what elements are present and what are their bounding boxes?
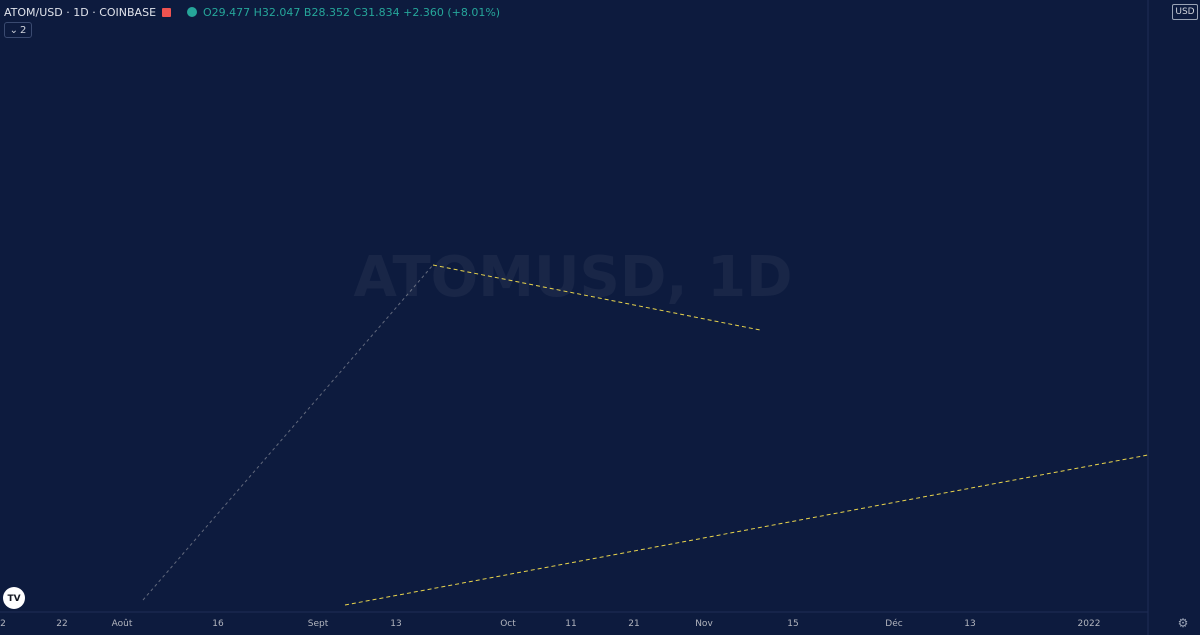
time-axis-tick: 2	[0, 619, 6, 629]
time-axis-tick: 13	[390, 619, 401, 629]
ohlc-values: O29.477 H32.047 B28.352 C31.834 +2.360 (…	[203, 5, 501, 19]
time-axis-tick: 2022	[1078, 619, 1101, 629]
chevron-down-icon: ⌄	[9, 24, 18, 36]
time-axis-tick: Août	[112, 619, 133, 629]
trendline-support	[344, 454, 1149, 606]
logo-bg	[3, 587, 25, 609]
time-axis-tick: 13	[964, 619, 975, 629]
symbol-title[interactable]: ATOM/USD · 1D · COINBASE	[4, 5, 157, 19]
watermark-text: ATOMUSD, 1D	[353, 245, 792, 310]
price-axis-bg[interactable]	[1148, 0, 1200, 635]
collapse-indicators-button[interactable]: ⌄ 2	[4, 22, 32, 38]
time-axis-tick: Oct	[500, 619, 516, 629]
currency-button[interactable]: USD	[1172, 4, 1198, 20]
time-axis-tick: 15	[787, 619, 798, 629]
gear-icon[interactable]: ⚙	[1177, 616, 1189, 630]
time-axis-tick: Sept	[308, 619, 329, 629]
trendline-rise	[142, 264, 434, 601]
time-axis-tick: 16	[212, 619, 224, 629]
indicator-count: 2	[20, 24, 27, 36]
tradingview-logo-icon[interactable]: TV	[3, 587, 25, 609]
price-axis: 13.00014.20015.60017.00019.00021.00025.0…	[1148, 0, 1200, 635]
time-axis-tick: 22	[56, 619, 67, 629]
logo-mark: TV	[7, 594, 20, 604]
time-axis-bg[interactable]	[0, 612, 1200, 635]
time-axis-tick: Nov	[695, 619, 713, 629]
trendlines	[142, 264, 1149, 606]
eye-icon[interactable]	[187, 7, 198, 17]
market-status-icon	[162, 7, 172, 17]
time-axis-tick: 21	[628, 619, 639, 629]
time-axis-tick: Déc	[885, 618, 902, 629]
legend-header: ATOM/USD · 1D · COINBASE O29.477 H32.047…	[4, 4, 500, 20]
time-axis-tick: 11	[565, 619, 576, 629]
